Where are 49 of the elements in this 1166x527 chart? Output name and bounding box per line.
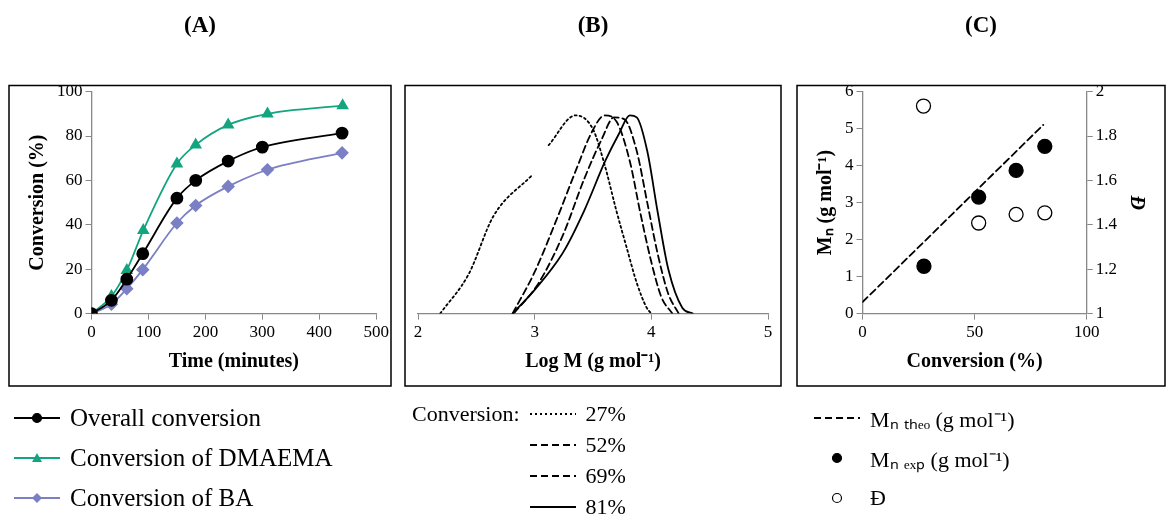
y-tick-label: 2 [845,229,854,249]
y-tick-label: 0 [74,303,83,323]
legend-label: Conversion of DMAEMA [70,444,333,472]
legend-title: Conversion: [412,400,520,428]
y-axis-title: Conversion (%) [25,134,49,271]
legend-label: Mₙ ₑₓₚ (g mol⁻¹) [870,446,1010,473]
y-tick-label: 3 [845,192,854,212]
y-axis-title: Mₙ (g mol⁻¹) [813,149,837,256]
legend-label: 81% [585,493,626,520]
x-tick-label: 2 [413,322,423,342]
y-tick-label: 1 [845,266,854,286]
x-tick-label: 100 [1074,322,1100,342]
x-tick-label: 50 [966,322,984,342]
y-tick-label: 0 [845,303,854,323]
legend-label: 27% [585,400,626,427]
y2-axis-title: Đ [1126,194,1149,210]
chart-title: (C) [965,11,997,37]
legend-label: Overall conversion [70,404,261,432]
y-tick-label: 4 [845,155,854,175]
y-tick-label: 40 [65,214,83,234]
x-axis-title: Time (minutes) [168,349,299,373]
x-tick-label: 3 [530,322,539,342]
y2-tick-label: 1.6 [1095,169,1117,189]
y2-tick-label: 1 [1095,303,1105,323]
x-axis-title: Conversion (%) [906,349,1043,373]
chart-title: (B) [577,11,609,37]
x-tick-label: 5 [763,322,773,342]
y-tick-label: 80 [65,125,83,145]
y-tick-label: 5 [845,118,854,138]
y2-tick-label: 1.8 [1095,125,1117,145]
y-tick-label: 60 [65,169,83,189]
x-tick-label: 500 [363,322,389,342]
y-tick-label: 20 [65,258,83,278]
legend-label: Mₙ ₜₕₑₒ (g mol⁻¹) [870,406,1015,433]
legend-label: 69% [585,462,626,489]
x-tick-label: 400 [306,322,333,342]
x-tick-label: 0 [858,322,867,342]
x-tick-label: 300 [249,322,276,342]
legend-label: Conversion of BA [70,484,254,512]
x-axis-title: Log M (g mol⁻¹) [525,349,661,373]
x-tick-label: 4 [647,322,657,342]
legend-label: 52% [585,431,626,458]
x-tick-label: 200 [192,322,219,342]
legend-label: Đ [870,485,886,511]
x-tick-label: 0 [87,322,96,342]
chart-title: (A) [184,11,216,37]
y2-tick-label: 1.2 [1095,258,1117,278]
y2-tick-label: 1.4 [1095,214,1118,234]
x-tick-label: 100 [135,322,162,342]
